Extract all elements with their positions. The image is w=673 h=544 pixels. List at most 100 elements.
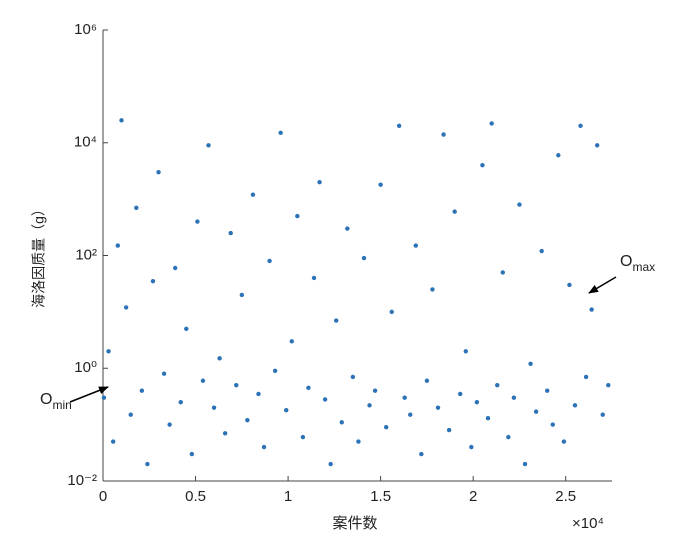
point — [446, 427, 452, 433]
x-tick-label: 1 — [284, 488, 292, 505]
point — [485, 416, 491, 421]
point — [245, 417, 250, 423]
point — [178, 399, 183, 405]
x-tick-label: 0 — [99, 488, 107, 505]
point — [367, 403, 372, 408]
point — [284, 408, 289, 413]
point — [500, 270, 505, 275]
annotation-subscript: max — [632, 260, 655, 274]
point — [469, 444, 474, 450]
point — [334, 318, 339, 323]
point — [600, 412, 605, 417]
point — [134, 205, 139, 211]
point — [511, 395, 517, 400]
point — [556, 153, 561, 158]
point — [495, 383, 500, 388]
point — [506, 434, 511, 440]
point — [430, 287, 435, 292]
point — [356, 439, 361, 444]
y-axis-label: 海洛因质量（g） — [31, 202, 47, 308]
y-tick-label: 10² — [75, 246, 97, 263]
point — [378, 182, 383, 187]
point — [228, 230, 233, 236]
point — [389, 309, 394, 315]
point — [345, 226, 350, 231]
point — [424, 378, 430, 383]
point — [328, 461, 333, 467]
annotation-min: Omin — [40, 391, 72, 412]
point — [322, 397, 328, 402]
annotation-base: O — [40, 391, 52, 408]
point — [195, 219, 200, 224]
x-tick-label: 2.5 — [555, 488, 576, 505]
point — [172, 265, 178, 271]
point — [115, 243, 121, 248]
point — [306, 385, 311, 391]
point — [123, 305, 129, 310]
point — [145, 461, 150, 467]
point — [150, 279, 156, 284]
point — [441, 132, 446, 137]
point — [594, 143, 600, 148]
y-tick-label: 10⁴ — [74, 134, 97, 151]
points — [101, 118, 611, 467]
point — [402, 395, 407, 400]
point — [539, 248, 544, 254]
point — [222, 431, 228, 436]
point — [474, 399, 480, 405]
point — [383, 425, 389, 430]
point — [239, 292, 245, 298]
point — [578, 123, 583, 128]
point — [211, 405, 217, 410]
y-tick-label: 10⁶ — [74, 21, 97, 38]
point — [261, 444, 267, 450]
point — [419, 451, 424, 457]
point — [184, 326, 189, 332]
point — [189, 451, 195, 457]
point — [572, 403, 578, 408]
point — [522, 461, 528, 467]
x-tick-label: 1.5 — [370, 488, 391, 505]
point — [458, 391, 463, 397]
point — [272, 368, 278, 374]
y-tick-label: 10⁰ — [74, 359, 97, 376]
point — [110, 439, 116, 444]
point — [161, 371, 167, 376]
point — [119, 118, 124, 123]
point — [408, 412, 413, 417]
point — [139, 388, 145, 393]
point — [234, 383, 239, 388]
point — [278, 130, 283, 136]
point — [300, 434, 306, 440]
point — [463, 349, 468, 354]
point — [128, 412, 133, 417]
arrow-min — [69, 386, 109, 403]
point — [101, 395, 107, 400]
point — [339, 420, 344, 425]
point — [567, 282, 572, 288]
point — [452, 209, 457, 214]
annotation-subscript: min — [52, 398, 71, 412]
point — [372, 388, 378, 393]
point — [200, 378, 206, 383]
point — [435, 405, 441, 410]
point — [206, 143, 211, 148]
point — [167, 422, 172, 427]
x-tick-label: 0.5 — [185, 488, 206, 505]
point — [550, 422, 555, 427]
point — [528, 361, 533, 366]
annotation-max: Omax — [620, 253, 655, 274]
point — [106, 349, 111, 354]
point — [217, 356, 222, 361]
point — [156, 170, 161, 175]
x-multiplier: ×10⁴ — [572, 515, 604, 532]
point — [480, 162, 485, 168]
point — [250, 192, 256, 197]
point — [517, 202, 522, 207]
y-tick-label: 10⁻² — [67, 472, 97, 489]
point — [317, 179, 322, 185]
point — [311, 275, 317, 281]
point — [606, 383, 611, 388]
